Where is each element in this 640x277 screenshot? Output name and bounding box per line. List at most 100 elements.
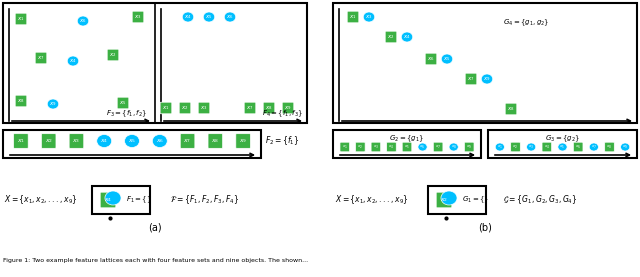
Text: $x_9$: $x_9$ xyxy=(239,137,247,145)
Text: $x_2$: $x_2$ xyxy=(45,137,52,145)
Ellipse shape xyxy=(621,143,630,151)
Text: $x_8$: $x_8$ xyxy=(211,137,220,145)
Ellipse shape xyxy=(449,143,458,151)
FancyBboxPatch shape xyxy=(385,31,397,43)
FancyBboxPatch shape xyxy=(433,142,443,152)
Text: $\mathcal{F}=\{F_1,F_2,F_3,F_4\}$: $\mathcal{F}=\{F_1,F_2,F_3,F_4\}$ xyxy=(170,194,239,206)
Text: $X=\{x_1,x_2,...,x_9\}$: $X=\{x_1,x_2,...,x_9\}$ xyxy=(4,194,77,206)
FancyBboxPatch shape xyxy=(465,142,474,152)
Text: $x_8$: $x_8$ xyxy=(451,143,457,151)
Bar xyxy=(428,186,486,214)
Text: $x_5$: $x_5$ xyxy=(444,55,451,63)
Bar xyxy=(92,186,150,214)
Text: $x_3$: $x_3$ xyxy=(528,143,534,151)
Text: $\mathcal{G}=\{G_1,G_2,G_3,G_4\}$: $\mathcal{G}=\{G_1,G_2,G_3,G_4\}$ xyxy=(503,194,577,206)
Ellipse shape xyxy=(67,56,79,66)
Text: $x_7$: $x_7$ xyxy=(246,104,254,112)
Text: $x_2$: $x_2$ xyxy=(109,51,116,59)
Text: $x_4$: $x_4$ xyxy=(104,196,112,204)
Ellipse shape xyxy=(152,135,167,147)
Text: $x_3$: $x_3$ xyxy=(373,143,379,151)
Ellipse shape xyxy=(495,143,504,151)
FancyBboxPatch shape xyxy=(35,52,47,64)
Text: $x_8$: $x_8$ xyxy=(17,97,25,105)
Ellipse shape xyxy=(441,191,457,205)
Text: $x_7$: $x_7$ xyxy=(591,143,597,151)
Text: $x_7$: $x_7$ xyxy=(467,75,475,83)
FancyBboxPatch shape xyxy=(282,102,294,114)
Ellipse shape xyxy=(364,12,375,22)
Text: $F_1=\{\}$: $F_1=\{\}$ xyxy=(126,195,152,205)
Text: $X=\{x_1,x_2,...,x_9\}$: $X=\{x_1,x_2,...,x_9\}$ xyxy=(335,194,408,206)
FancyBboxPatch shape xyxy=(236,134,250,148)
Text: $x_9$: $x_9$ xyxy=(466,143,472,151)
FancyBboxPatch shape xyxy=(425,53,437,65)
Text: $x_5$: $x_5$ xyxy=(128,137,136,145)
FancyBboxPatch shape xyxy=(340,142,349,152)
Ellipse shape xyxy=(558,143,567,151)
FancyBboxPatch shape xyxy=(505,103,517,115)
Text: $x_6$: $x_6$ xyxy=(156,137,164,145)
FancyBboxPatch shape xyxy=(263,102,275,114)
Text: $F_3=\{f_1,f_2\}$: $F_3=\{f_1,f_2\}$ xyxy=(106,109,147,119)
Text: Figure 1: Two example feature lattices each with four feature sets and nine obje: Figure 1: Two example feature lattices e… xyxy=(3,258,308,263)
Text: $x_6$: $x_6$ xyxy=(79,17,87,25)
Ellipse shape xyxy=(77,16,89,26)
Bar xyxy=(333,130,481,158)
Text: $x_6$: $x_6$ xyxy=(226,13,234,21)
FancyBboxPatch shape xyxy=(69,134,84,148)
Text: $x_7$: $x_7$ xyxy=(184,137,191,145)
FancyBboxPatch shape xyxy=(13,134,28,148)
Text: $x_1$: $x_1$ xyxy=(17,15,25,23)
Text: $x_9$: $x_9$ xyxy=(49,100,57,108)
Bar xyxy=(488,130,637,158)
Text: $x_1$: $x_1$ xyxy=(497,143,503,151)
FancyBboxPatch shape xyxy=(100,192,116,208)
Bar xyxy=(333,3,637,123)
Text: $x_3$: $x_3$ xyxy=(200,104,208,112)
Text: $x_1$: $x_1$ xyxy=(163,104,170,112)
FancyBboxPatch shape xyxy=(132,11,144,23)
Text: $G_1=\{\}$: $G_1=\{\}$ xyxy=(462,195,490,205)
Text: $x_3$: $x_3$ xyxy=(365,13,372,21)
FancyBboxPatch shape xyxy=(347,11,359,23)
Ellipse shape xyxy=(97,135,112,147)
FancyBboxPatch shape xyxy=(387,142,396,152)
Text: $x_5$: $x_5$ xyxy=(404,143,410,151)
FancyBboxPatch shape xyxy=(180,134,195,148)
Text: $x_6$: $x_6$ xyxy=(575,143,581,151)
Text: $x_4$: $x_4$ xyxy=(69,57,77,65)
Bar xyxy=(3,3,307,123)
Text: $x_8$: $x_8$ xyxy=(508,105,515,113)
Text: $x_3$: $x_3$ xyxy=(134,13,142,21)
Text: $x_8$: $x_8$ xyxy=(607,143,612,151)
Ellipse shape xyxy=(418,143,427,151)
Text: $x_2$: $x_2$ xyxy=(387,33,395,41)
FancyBboxPatch shape xyxy=(179,102,191,114)
Text: $x_1$: $x_1$ xyxy=(17,137,25,145)
Text: $x_4$: $x_4$ xyxy=(184,13,192,21)
Text: $x_2$: $x_2$ xyxy=(357,143,364,151)
FancyBboxPatch shape xyxy=(42,134,56,148)
FancyBboxPatch shape xyxy=(198,102,210,114)
Text: $x_5$: $x_5$ xyxy=(205,13,212,21)
Text: $x_8$: $x_8$ xyxy=(265,104,273,112)
Bar xyxy=(3,130,261,158)
Text: $x_7$: $x_7$ xyxy=(37,54,45,62)
FancyBboxPatch shape xyxy=(465,73,477,85)
Text: $x_4$: $x_4$ xyxy=(100,137,108,145)
FancyBboxPatch shape xyxy=(208,134,223,148)
FancyBboxPatch shape xyxy=(356,142,365,152)
Text: $x_3$: $x_3$ xyxy=(72,137,81,145)
Ellipse shape xyxy=(527,143,536,151)
Text: $x_4$: $x_4$ xyxy=(544,143,550,151)
Text: $x_9$: $x_9$ xyxy=(284,104,292,112)
Ellipse shape xyxy=(481,74,493,84)
Text: $x_4$: $x_4$ xyxy=(388,143,395,151)
Text: $G_4=\{g_1,g_2\}$: $G_4=\{g_1,g_2\}$ xyxy=(503,18,550,29)
Text: $x_2$: $x_2$ xyxy=(181,104,189,112)
Ellipse shape xyxy=(224,12,236,22)
Ellipse shape xyxy=(204,12,215,22)
FancyBboxPatch shape xyxy=(436,192,452,208)
Ellipse shape xyxy=(441,54,452,64)
